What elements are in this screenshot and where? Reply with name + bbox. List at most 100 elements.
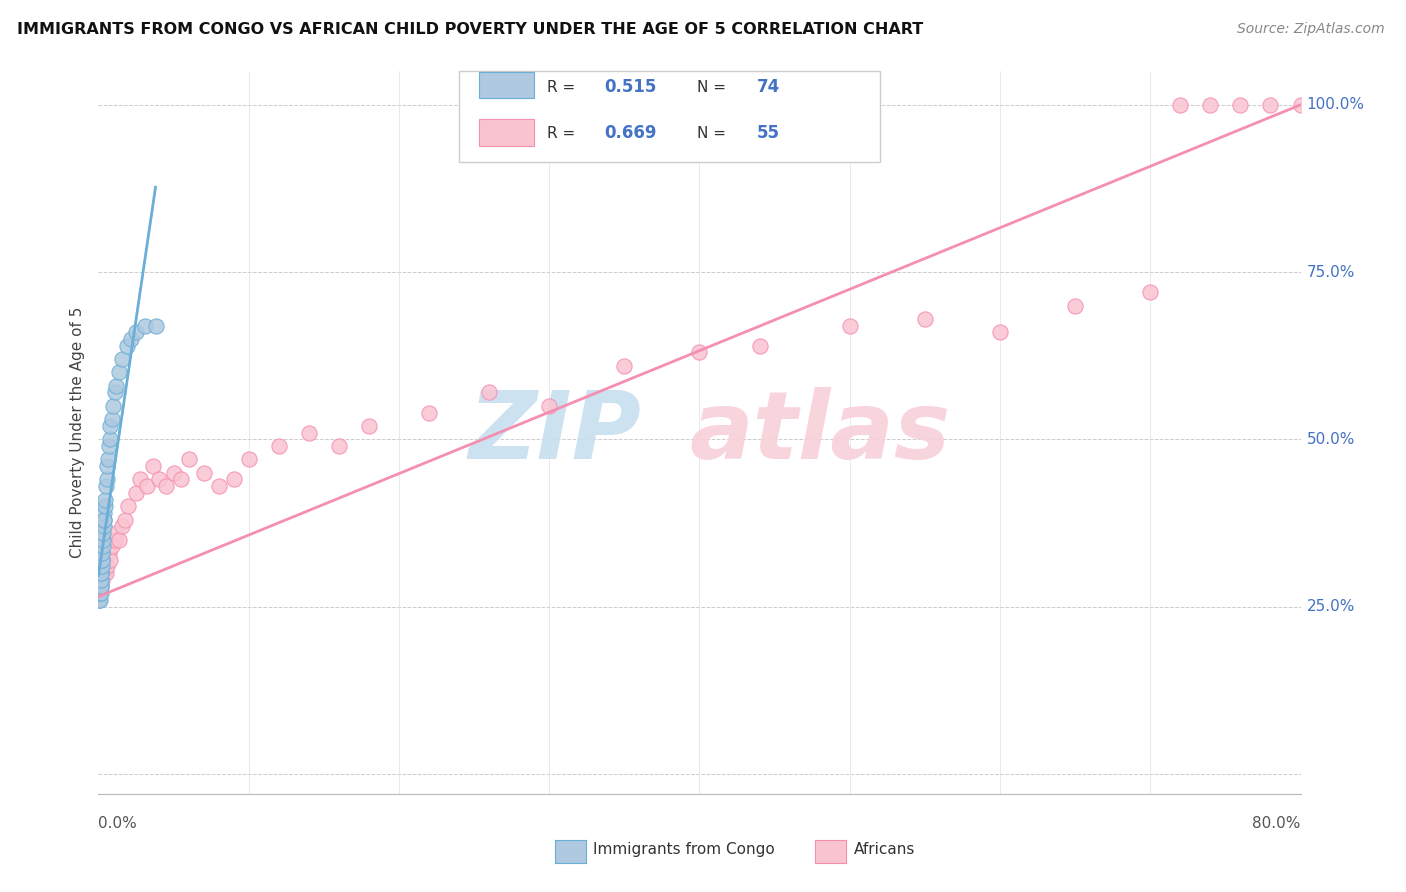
Text: 75.0%: 75.0% <box>1306 265 1355 279</box>
Text: 80.0%: 80.0% <box>1253 816 1301 831</box>
Point <box>267 439 290 453</box>
Point <box>89 573 111 587</box>
Point <box>87 573 110 587</box>
Point <box>93 512 115 526</box>
Point <box>96 459 118 474</box>
Point <box>90 573 112 587</box>
Point <box>100 419 122 434</box>
Point <box>135 479 157 493</box>
Text: Immigrants from Congo: Immigrants from Congo <box>593 842 775 856</box>
Point <box>89 580 111 594</box>
Point <box>89 573 111 587</box>
Point <box>89 573 111 587</box>
Point <box>125 485 148 500</box>
Point <box>89 592 111 607</box>
Point <box>89 566 111 581</box>
Point <box>114 512 136 526</box>
Point <box>89 580 111 594</box>
Point <box>96 473 118 487</box>
Point <box>162 466 184 480</box>
Point <box>101 412 124 426</box>
Point <box>104 533 127 547</box>
Point <box>117 500 139 514</box>
Point <box>357 419 380 434</box>
Point <box>115 339 138 353</box>
Point <box>89 586 111 600</box>
Text: 55: 55 <box>758 124 780 142</box>
FancyBboxPatch shape <box>479 71 534 98</box>
Point <box>87 580 110 594</box>
Point <box>111 352 134 367</box>
Point <box>90 580 112 594</box>
Text: 25.0%: 25.0% <box>1306 599 1355 614</box>
Point <box>298 425 321 440</box>
Point <box>90 552 112 567</box>
Point <box>93 519 115 533</box>
Point <box>129 473 152 487</box>
Point <box>145 318 167 333</box>
Point <box>89 580 111 594</box>
Point <box>1260 98 1282 112</box>
Point <box>96 559 118 574</box>
Text: Source: ZipAtlas.com: Source: ZipAtlas.com <box>1237 22 1385 37</box>
Point <box>134 318 156 333</box>
Text: IMMIGRANTS FROM CONGO VS AFRICAN CHILD POVERTY UNDER THE AGE OF 5 CORRELATION CH: IMMIGRANTS FROM CONGO VS AFRICAN CHILD P… <box>17 22 924 37</box>
Point <box>101 539 124 553</box>
Point <box>613 359 636 373</box>
Text: Africans: Africans <box>853 842 915 856</box>
Point <box>838 318 860 333</box>
Point <box>222 473 245 487</box>
Point <box>91 526 114 541</box>
Point <box>105 526 128 541</box>
Point <box>89 592 111 607</box>
Text: atlas: atlas <box>689 386 950 479</box>
Point <box>478 385 501 400</box>
Point <box>93 566 115 581</box>
Point <box>89 580 111 594</box>
Point <box>238 452 260 467</box>
Point <box>91 559 114 574</box>
Point <box>93 506 115 520</box>
Point <box>90 580 112 594</box>
Text: 0.0%: 0.0% <box>98 816 138 831</box>
Point <box>89 586 111 600</box>
Point <box>91 546 114 560</box>
Point <box>1064 299 1087 313</box>
FancyBboxPatch shape <box>479 119 534 145</box>
Point <box>90 552 112 567</box>
Point <box>90 559 112 574</box>
Point <box>98 433 121 447</box>
Point <box>100 552 122 567</box>
Point <box>89 586 111 600</box>
Text: 100.0%: 100.0% <box>1306 97 1365 112</box>
Point <box>94 492 117 507</box>
Point <box>89 580 111 594</box>
Point <box>688 345 710 359</box>
Text: 50.0%: 50.0% <box>1306 432 1355 447</box>
Point <box>177 452 200 467</box>
Point <box>87 580 110 594</box>
Point <box>108 366 131 380</box>
Point <box>89 586 111 600</box>
Point <box>97 546 120 560</box>
FancyBboxPatch shape <box>458 71 880 161</box>
Point <box>148 473 170 487</box>
Point <box>108 533 131 547</box>
Text: N =: N = <box>697 80 731 95</box>
Point <box>1229 98 1251 112</box>
Point <box>90 580 112 594</box>
Text: ZIP: ZIP <box>468 386 641 479</box>
Point <box>125 325 148 339</box>
Point <box>89 580 111 594</box>
Point <box>87 573 110 587</box>
Point <box>748 339 770 353</box>
Text: N =: N = <box>697 126 731 141</box>
Point <box>91 533 114 547</box>
Point <box>89 586 111 600</box>
Point <box>89 573 111 587</box>
Text: R =: R = <box>547 126 579 141</box>
Point <box>90 566 112 581</box>
Point <box>105 379 128 393</box>
Point <box>914 312 936 326</box>
Point <box>418 406 440 420</box>
